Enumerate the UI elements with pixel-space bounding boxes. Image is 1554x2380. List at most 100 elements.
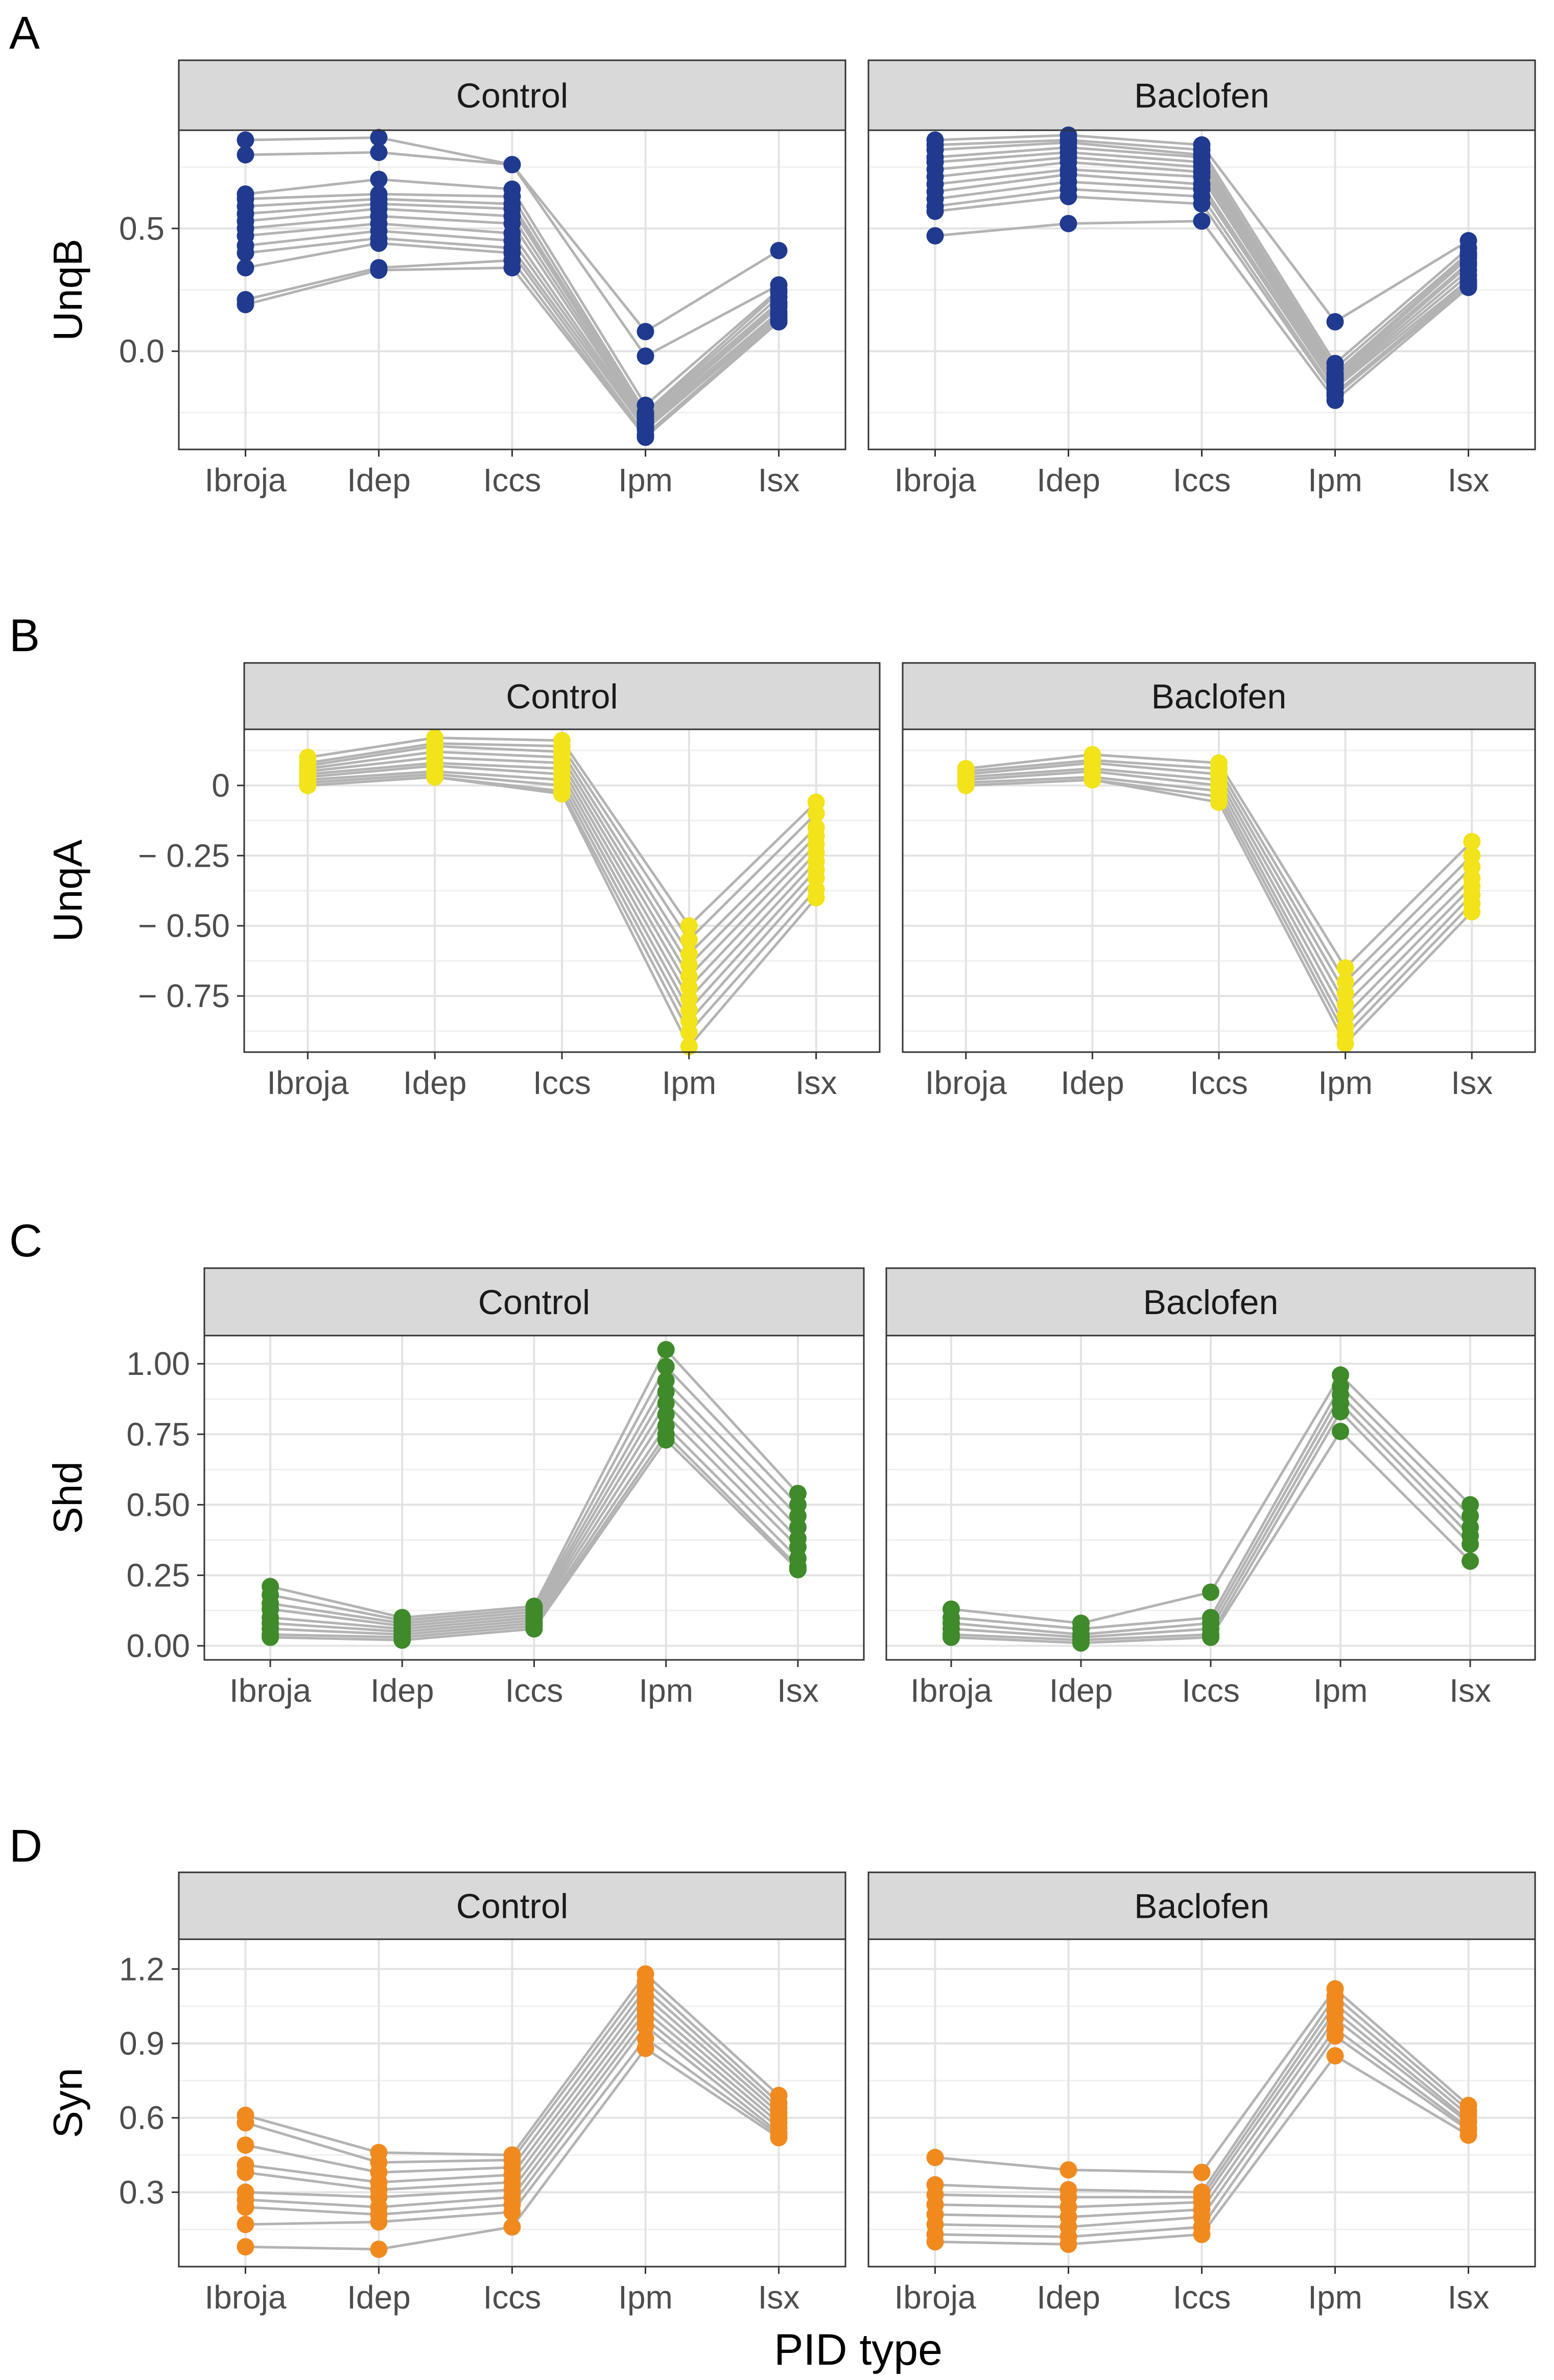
facet-strip-label: Control bbox=[456, 77, 568, 115]
panel-letter: B bbox=[9, 610, 40, 661]
data-point bbox=[637, 429, 654, 446]
x-tick-label: Iccs bbox=[1182, 1672, 1240, 1709]
x-tick-label: Ipm bbox=[1313, 1672, 1368, 1709]
data-point bbox=[370, 129, 388, 147]
x-tick-label: Ibroja bbox=[910, 1672, 993, 1709]
facet-strip-label: Control bbox=[478, 1283, 590, 1322]
data-point bbox=[370, 2241, 388, 2258]
data-point bbox=[1462, 1535, 1479, 1553]
data-point bbox=[503, 259, 521, 277]
facet-control: Control Ibroja Idep Iccs Ipm Isx bbox=[178, 59, 846, 498]
x-tick-label: Isx bbox=[758, 462, 800, 498]
data-point bbox=[926, 2233, 944, 2251]
x-tick-label: Idep bbox=[347, 462, 411, 498]
y-tick-label: 0 bbox=[211, 767, 230, 804]
x-tick-label: Idep bbox=[403, 1064, 467, 1101]
facet-strip-label: Baclofen bbox=[1143, 1283, 1279, 1322]
data-point bbox=[943, 1628, 960, 1646]
data-point bbox=[237, 2114, 254, 2132]
facet-strip bbox=[885, 1267, 1536, 1337]
data-point bbox=[426, 768, 444, 786]
facet-strip bbox=[178, 1871, 846, 1940]
data-point bbox=[657, 1431, 675, 1449]
data-point bbox=[770, 2129, 788, 2147]
data-point bbox=[503, 156, 521, 174]
y-tick-label: − 0.50 bbox=[138, 908, 230, 944]
data-point bbox=[262, 1628, 279, 1646]
x-tick-label: Iccs bbox=[533, 1064, 591, 1101]
data-point bbox=[637, 2017, 654, 2035]
y-tick-label: 0.00 bbox=[126, 1627, 190, 1664]
data-point bbox=[370, 144, 388, 161]
data-point bbox=[237, 2238, 254, 2256]
x-tick-label: Iccs bbox=[483, 2279, 541, 2316]
x-tick-label: Isx bbox=[1451, 1064, 1493, 1101]
x-tick-label: Idep bbox=[1037, 2279, 1100, 2316]
panel-c: C Shd 0.00 0.25 0.50 0.75 1.00 Control Ibroja Ide… bbox=[9, 1216, 1536, 1709]
y-axis-title: Shd bbox=[45, 1461, 90, 1534]
y-tick-label: 0.50 bbox=[126, 1486, 190, 1523]
data-point bbox=[680, 1038, 698, 1055]
x-tick-label: Idep bbox=[1049, 1672, 1113, 1709]
data-point bbox=[525, 1620, 543, 1638]
data-point bbox=[1072, 1634, 1090, 1652]
panel-letter: C bbox=[9, 1216, 42, 1267]
data-point bbox=[1059, 215, 1077, 232]
data-point bbox=[370, 261, 388, 279]
data-point bbox=[237, 146, 254, 164]
facet-control: Control Ibroja Idep Iccs Ipm Isx bbox=[243, 662, 881, 1101]
x-tick-label: Iccs bbox=[483, 462, 541, 498]
y-tick-label: 0.0 bbox=[119, 333, 164, 370]
facet-strip bbox=[178, 59, 846, 131]
data-point bbox=[926, 202, 944, 220]
data-point bbox=[807, 804, 825, 822]
y-tick-label: 1.00 bbox=[126, 1345, 190, 1382]
data-point bbox=[237, 131, 254, 149]
panel-d: D Syn 0.3 0.6 0.9 1.2 Control Ibroja Idep Iccs Ipm… bbox=[9, 1821, 1536, 2316]
facet-strip bbox=[867, 1871, 1536, 1940]
x-tick-label: Ipm bbox=[662, 1064, 716, 1101]
data-point bbox=[680, 1024, 698, 1041]
data-point bbox=[299, 776, 317, 794]
data-point bbox=[926, 227, 944, 245]
data-point bbox=[657, 1358, 675, 1375]
facet-baclofen: Baclofen Ibroja Idep Iccs Ipm Isx bbox=[885, 1267, 1536, 1709]
data-point bbox=[370, 234, 388, 252]
data-point bbox=[1459, 2126, 1477, 2144]
data-point bbox=[1084, 771, 1101, 789]
data-point bbox=[237, 296, 254, 314]
x-tick-label: Iccs bbox=[1173, 462, 1231, 498]
data-point bbox=[237, 2198, 254, 2216]
data-point bbox=[770, 242, 788, 259]
data-point bbox=[1193, 195, 1211, 213]
data-point bbox=[926, 2149, 944, 2167]
y-tick-label: 0.6 bbox=[119, 2100, 164, 2136]
y-tick-label: 0.3 bbox=[119, 2174, 164, 2210]
facet-strip-label: Baclofen bbox=[1151, 677, 1287, 716]
data-point bbox=[370, 2213, 388, 2231]
data-point bbox=[1332, 1403, 1349, 1421]
data-point bbox=[503, 2218, 521, 2236]
data-point bbox=[237, 259, 254, 277]
x-tick-label: Iccs bbox=[505, 1672, 563, 1709]
data-point bbox=[1463, 832, 1481, 850]
data-point bbox=[1332, 1422, 1349, 1440]
x-tick-label: Ibroja bbox=[267, 1064, 349, 1101]
data-point bbox=[237, 2163, 254, 2181]
data-point bbox=[553, 785, 571, 803]
x-tick-label: Ibroja bbox=[925, 1064, 1007, 1101]
facet-strip-label: Control bbox=[506, 677, 618, 716]
data-point bbox=[1326, 2047, 1344, 2065]
data-point bbox=[1193, 212, 1211, 230]
data-point bbox=[503, 2203, 521, 2221]
x-tick-label: Isx bbox=[1448, 462, 1490, 498]
x-tick-label: Idep bbox=[1037, 462, 1100, 498]
panel-letter: A bbox=[9, 8, 40, 59]
facet-strip-label: Control bbox=[456, 1887, 568, 1926]
data-point bbox=[1202, 1583, 1219, 1601]
facet-baclofen: Baclofen Ibroja Idep Iccs Ipm Isx bbox=[867, 1871, 1536, 2316]
y-tick-label: − 0.75 bbox=[138, 978, 230, 1014]
data-point bbox=[1193, 2163, 1211, 2181]
data-point bbox=[1059, 187, 1077, 205]
